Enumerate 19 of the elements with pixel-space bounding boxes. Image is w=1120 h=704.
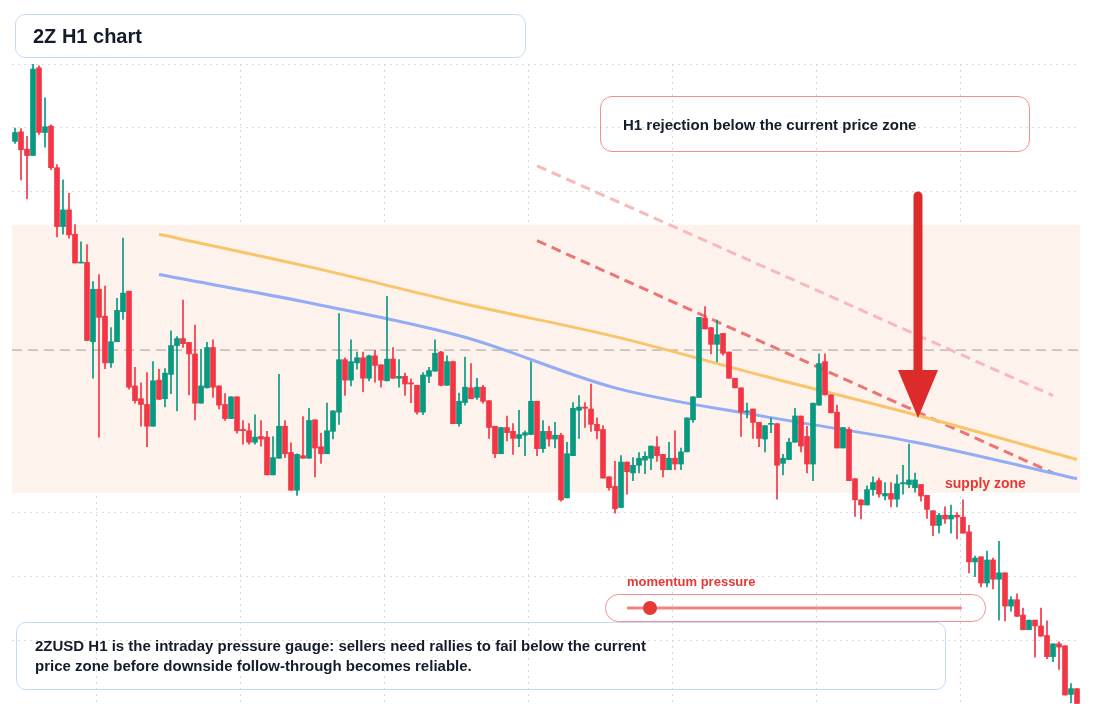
annotation: H1 rejection below the current price zone bbox=[600, 96, 1030, 152]
band-label: supply zone bbox=[945, 474, 1027, 491]
annotation: 2ZUSD H1 is the intraday pressure gauge: sellers need rallies to fail below the current price zone before downside follow-through becomes reliable. bbox=[16, 622, 946, 690]
candlestick bbox=[996, 541, 1002, 621]
candlestick bbox=[396, 359, 402, 388]
candlestick bbox=[942, 506, 948, 524]
candlestick bbox=[582, 402, 588, 428]
candlestick bbox=[672, 430, 678, 471]
candlestick bbox=[972, 555, 978, 577]
candlestick bbox=[252, 414, 258, 445]
candlestick bbox=[300, 416, 306, 459]
candlestick bbox=[768, 417, 774, 433]
candlestick bbox=[948, 504, 954, 534]
candlestick bbox=[882, 482, 888, 501]
annotation: momentum pressure bbox=[627, 574, 756, 589]
candlestick bbox=[552, 422, 558, 449]
chart-title: 2Z H1 chart bbox=[15, 14, 526, 58]
candlestick bbox=[42, 97, 48, 148]
candlestick bbox=[1032, 619, 1038, 658]
